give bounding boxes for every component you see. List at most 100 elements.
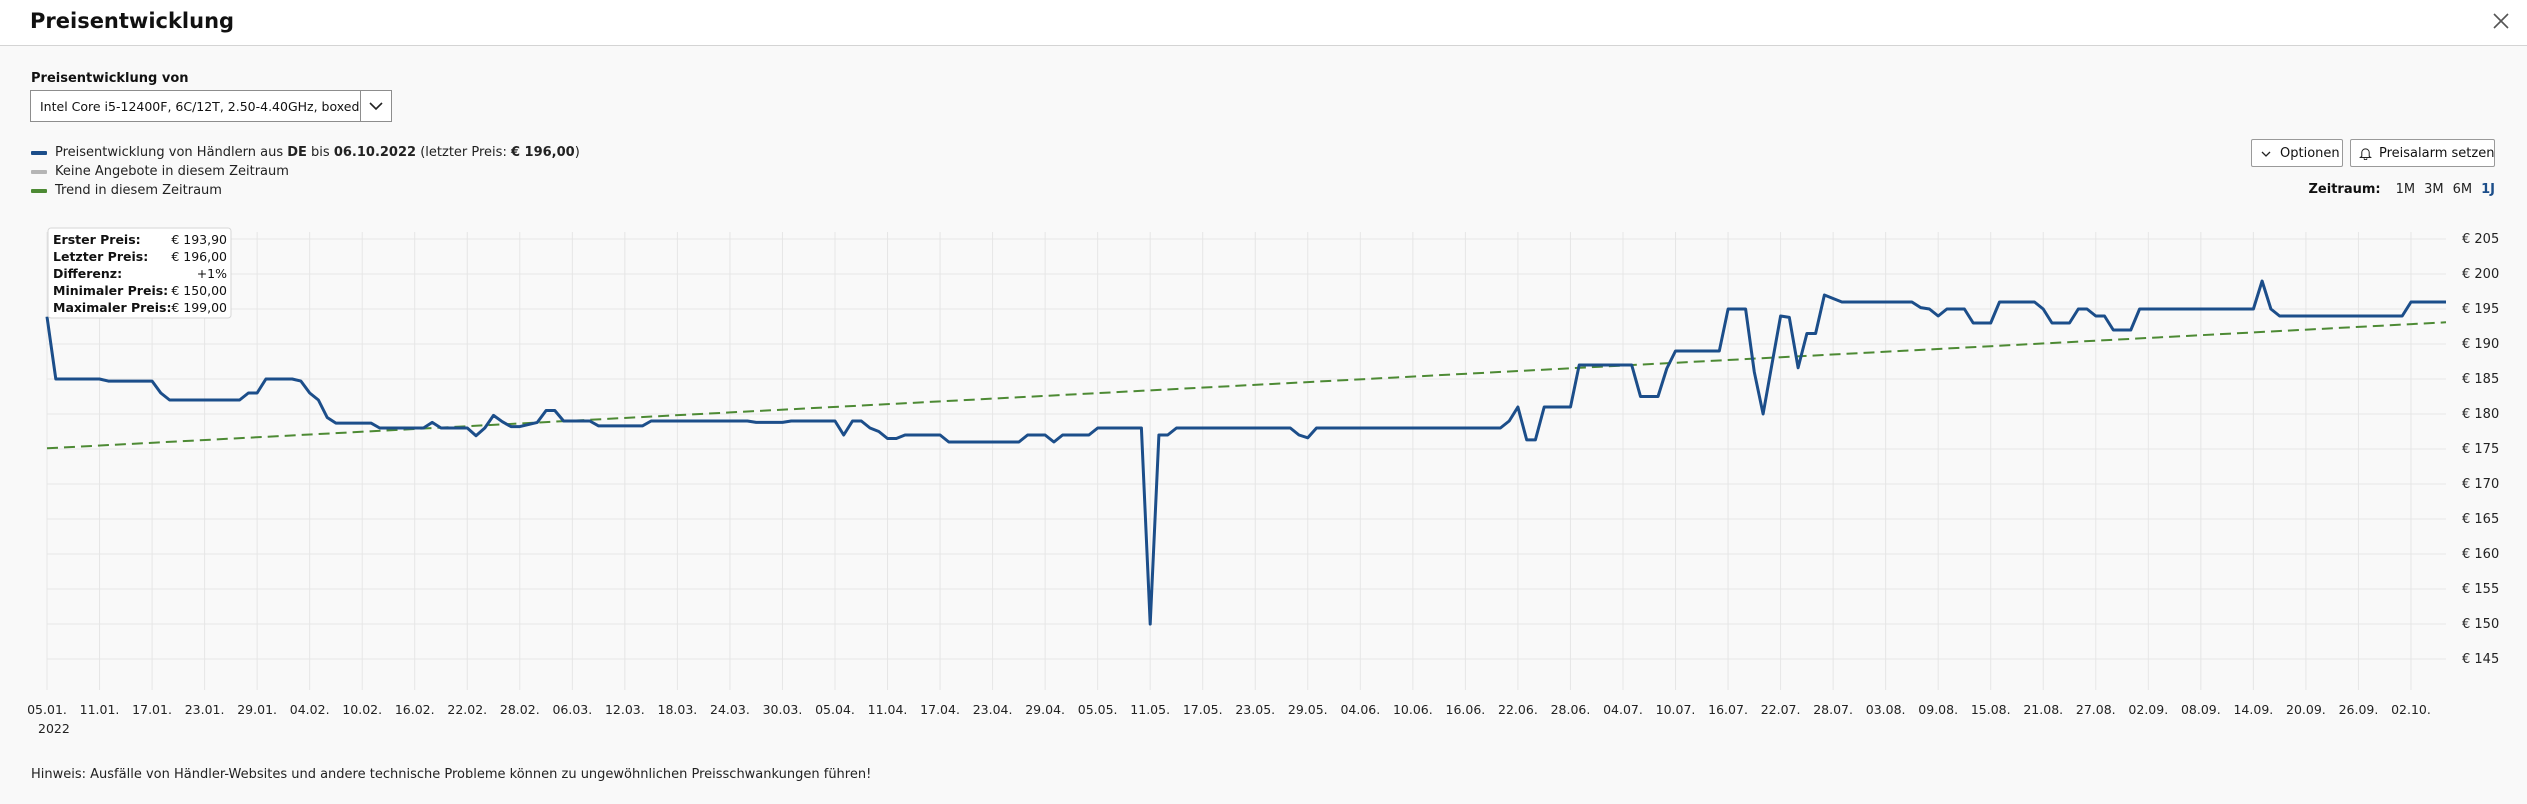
legend-trend-label: Trend in diesem Zeitraum [55,183,222,198]
y-tick-label: € 145 [2462,652,2499,667]
range-option-1j[interactable]: 1J [2481,182,2495,197]
legend-country: DE [287,145,307,160]
x-tick-label: 23.05. [1235,702,1275,717]
x-tick-label: 22.07. [1761,702,1801,717]
product-select-label: Preisentwicklung von [31,71,189,86]
legend-last-price: € 196,00 [510,145,575,160]
x-tick-label: 12.03. [605,702,645,717]
stats-value: € 193,90 [171,232,227,247]
x-tick-label: 06.03. [552,702,592,717]
stats-box-background [47,227,232,319]
stats-value: +1% [197,266,227,281]
chevron-down-icon[interactable] [360,91,391,121]
x-tick-label: 02.09. [2128,702,2168,717]
x-tick-label: 09.08. [1918,702,1958,717]
x-tick-label: 14.09. [2233,702,2273,717]
product-select-value: Intel Core i5-12400F, 6C/12T, 2.50-4.40G… [40,99,360,114]
legend-date: 06.10.2022 [333,145,417,160]
x-tick-label: 16.02. [395,702,435,717]
dialog-header: Preisentwicklung [0,0,2527,46]
x-tick-label: 23.01. [185,702,225,717]
legend-price-prefix: Preisentwicklung von Händlern aus [55,145,288,160]
options-button-label: Optionen [2280,146,2340,161]
x-tick-label: 15.08. [1971,702,2011,717]
y-tick-label: € 205 [2462,232,2499,247]
options-button[interactable]: Optionen [2251,139,2343,167]
y-tick-label: € 155 [2462,582,2499,597]
y-tick-label: € 195 [2462,302,2499,317]
time-range-label: Zeitraum: [2308,182,2381,197]
legend-no-offers-label: Keine Angebote in diesem Zeitraum [55,164,289,179]
x-tick-label: 11.01. [80,702,120,717]
legend-until: bis [306,145,334,160]
series-price-line [45,279,2446,626]
y-tick-label: € 150 [2462,617,2499,632]
time-range-selector: Zeitraum: 1M 3M 6M 1J [2309,182,2496,197]
x-tick-label: 17.05. [1183,702,1223,717]
x-tick-label: 11.05. [1130,702,1170,717]
x-tick-label: 17.04. [920,702,960,717]
x-year-label: 2022 [38,721,70,736]
y-tick-label: € 175 [2462,442,2499,457]
bell-icon [2359,148,2372,160]
x-tick-label: 22.02. [447,702,487,717]
price-stats-box: Erster Preis: € 193,90 Letzter Preis: € 196… [47,227,232,319]
x-tick-label: 20.09. [2286,702,2326,717]
dialog-title: Preisentwicklung [30,9,235,33]
x-tick-label: 23.04. [973,702,1013,717]
x-tick-label: 04.07. [1603,702,1643,717]
x-tick-label: 29.05. [1288,702,1328,717]
stats-value: € 150,00 [171,283,227,298]
y-tick-label: € 200 [2462,267,2499,282]
range-option-1m[interactable]: 1M [2395,182,2416,197]
price-alarm-button-label: Preisalarm setzen [2379,146,2495,161]
x-tick-label: 28.02. [500,702,540,717]
x-tick-label: 22.06. [1498,702,1538,717]
x-tick-label: 27.08. [2076,702,2116,717]
x-tick-label: 24.03. [710,702,750,717]
x-tick-label: 28.07. [1813,702,1853,717]
range-option-3m[interactable]: 3M [2424,182,2444,197]
close-icon [2493,13,2509,29]
legend-last-price-suffix: ) [574,145,580,160]
disclaimer-note: Hinweis: Ausfälle von Händler-Websites u… [31,767,872,782]
x-tick-label: 30.03. [763,702,803,717]
y-tick-label: € 170 [2462,477,2499,492]
range-option-6m[interactable]: 6M [2452,182,2473,197]
x-tick-label: 17.01. [132,702,172,717]
stats-label: Letzter Preis: [53,249,148,264]
y-tick-label: € 180 [2462,407,2499,422]
x-tick-label: 05.04. [815,702,855,717]
x-tick-label: 16.06. [1446,702,1486,717]
price-alarm-button[interactable]: Preisalarm setzen [2350,139,2495,167]
x-tick-label: 10.02. [342,702,382,717]
x-tick-label: 04.02. [290,702,330,717]
y-tick-label: € 165 [2462,512,2499,527]
product-select[interactable]: Intel Core i5-12400F, 6C/12T, 2.50-4.40G… [30,90,392,122]
x-tick-label: 18.03. [658,702,698,717]
x-tick-label: 29.04. [1025,702,1065,717]
close-button[interactable] [2489,9,2513,33]
chevron-down-icon [2261,151,2271,157]
x-tick-label: 10.06. [1393,702,1433,717]
x-tick-label: 03.08. [1866,702,1906,717]
legend-swatch-price [31,151,47,155]
stats-label: Minimaler Preis: [53,283,168,298]
x-tick-label: 26.09. [2339,702,2379,717]
legend-swatch-trend [31,189,47,193]
y-tick-label: € 190 [2462,337,2499,352]
y-tick-label: € 185 [2462,372,2499,387]
x-tick-label: 10.07. [1656,702,1696,717]
y-tick-label: € 160 [2462,547,2499,562]
x-tick-label: 08.09. [2181,702,2221,717]
stats-label: Maximaler Preis: [53,300,172,315]
x-tick-label: 02.10. [2391,702,2431,717]
legend-swatch-no-offers [31,170,47,174]
x-tick-label: 28.06. [1551,702,1591,717]
x-tick-label: 11.04. [868,702,908,717]
x-tick-label: 16.07. [1708,702,1748,717]
x-tick-label: 05.01. [27,702,67,717]
stats-label: Erster Preis: [53,232,141,247]
x-tick-label: 21.08. [2023,702,2063,717]
